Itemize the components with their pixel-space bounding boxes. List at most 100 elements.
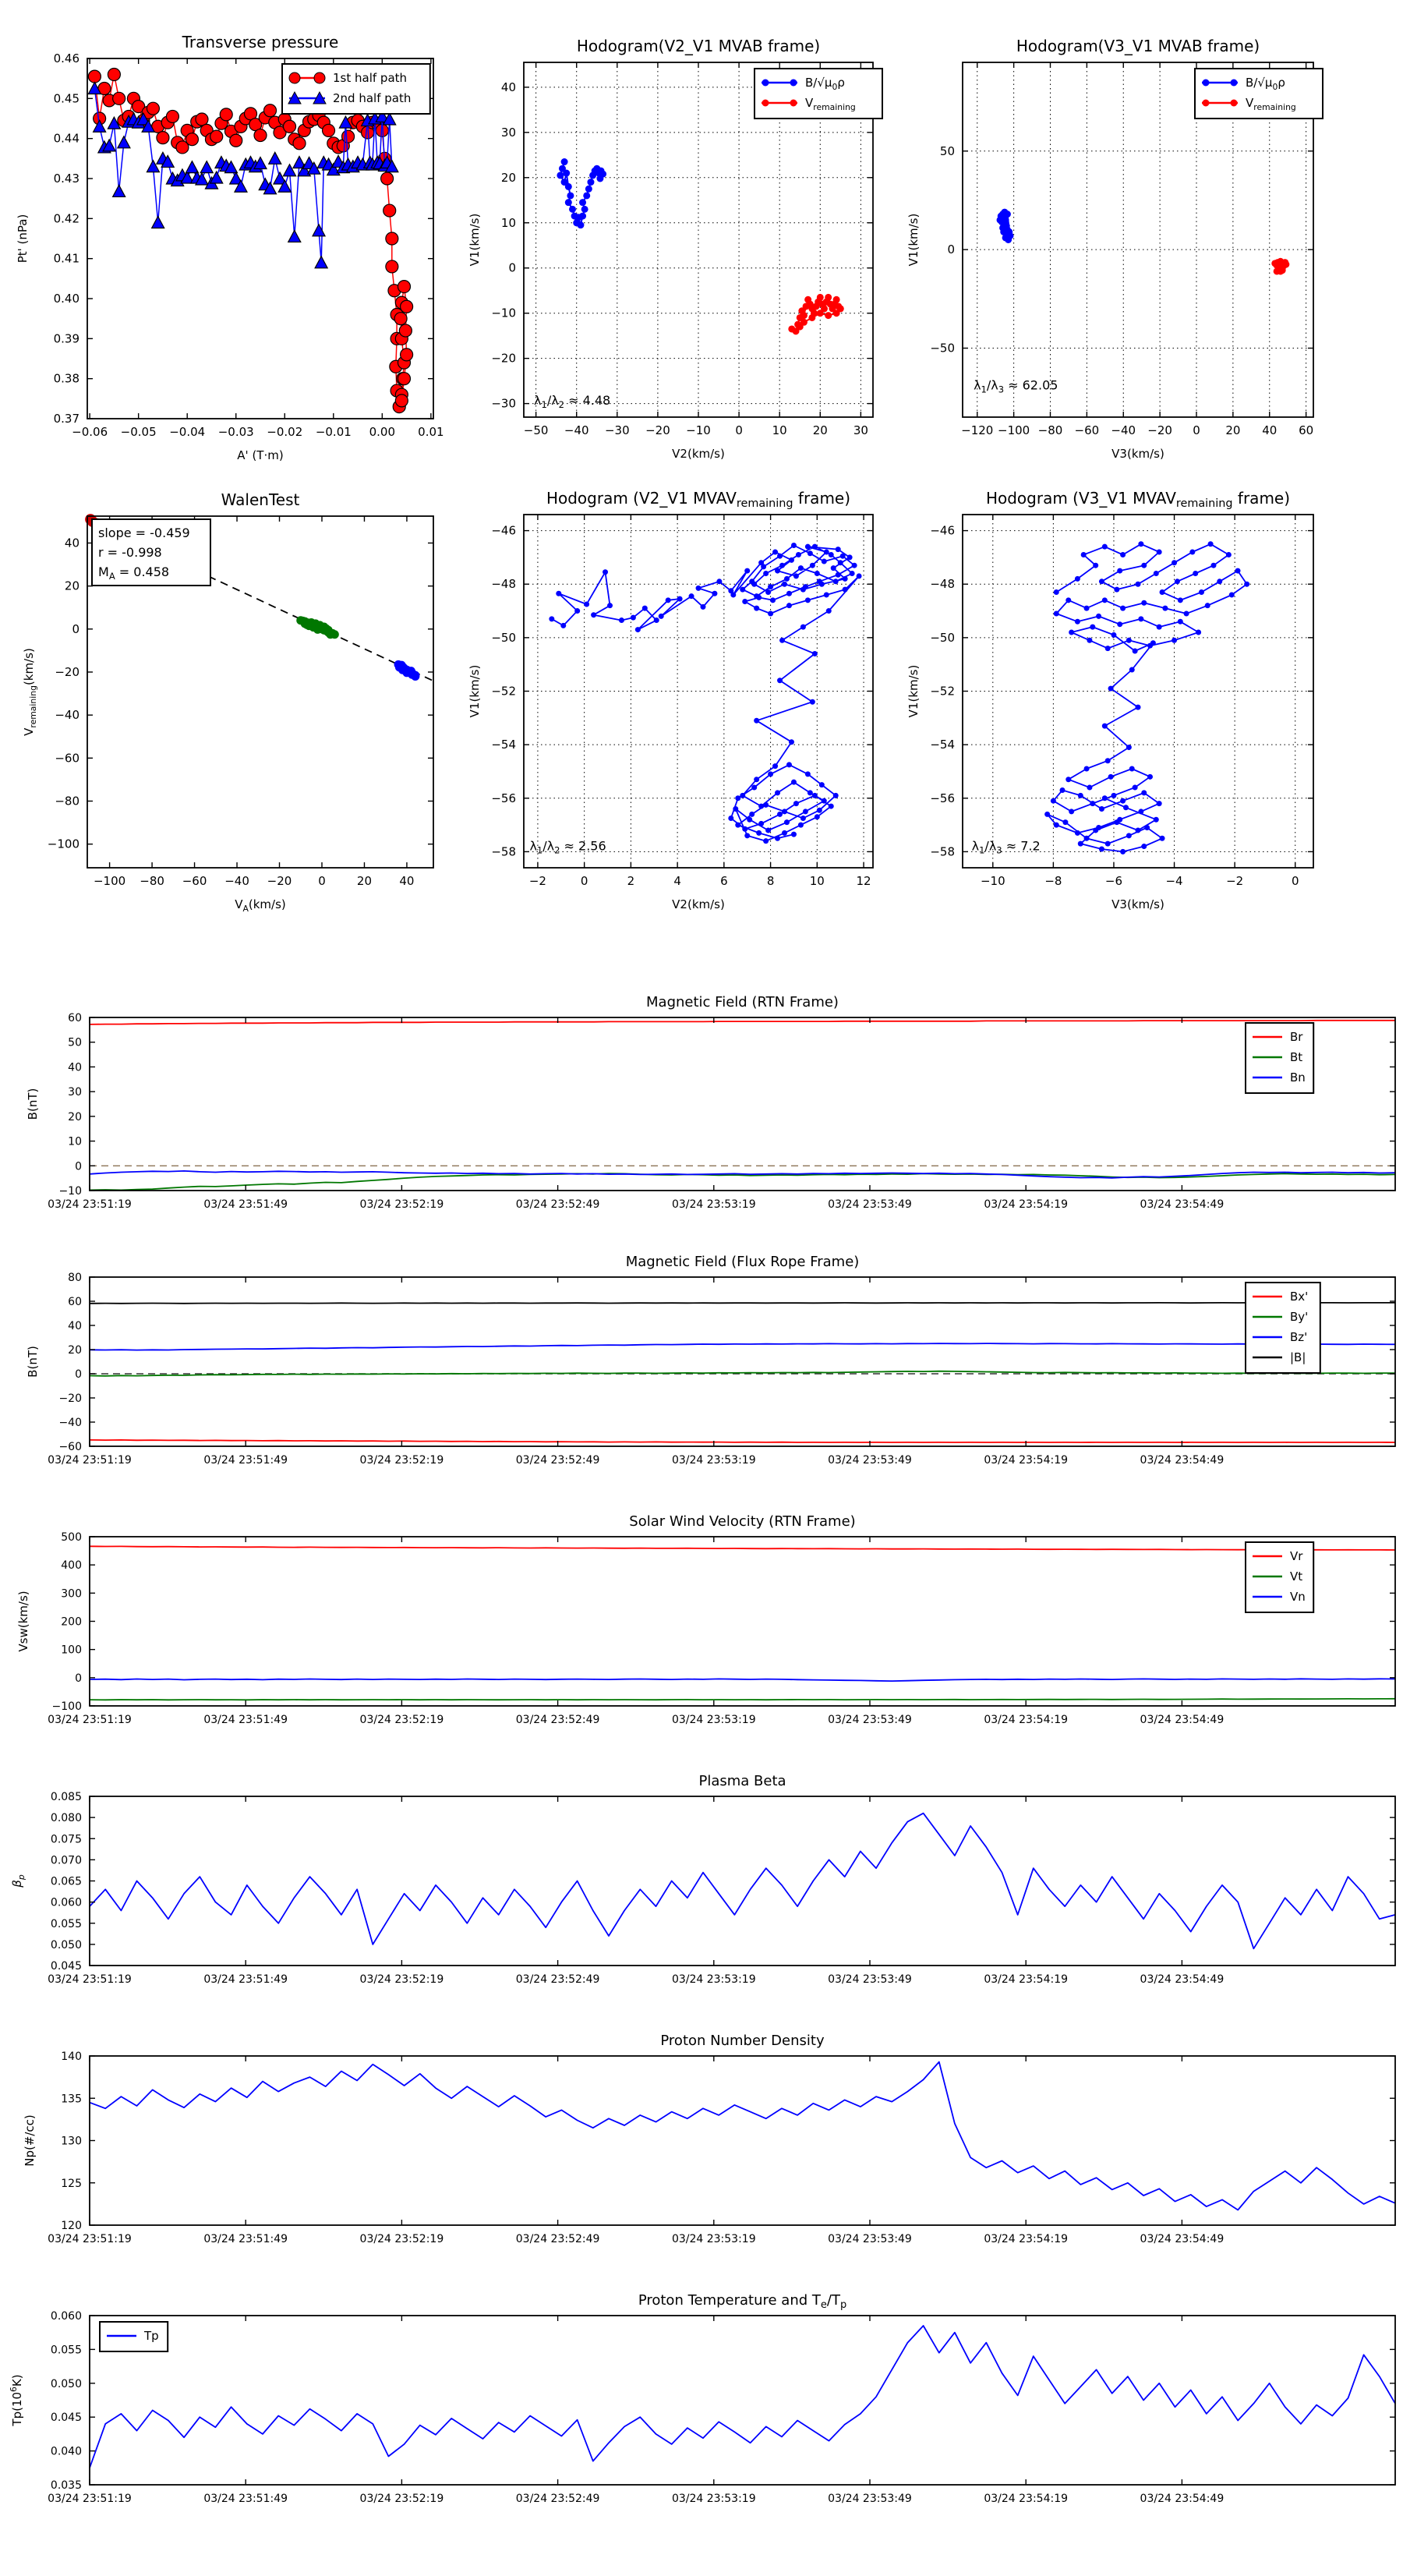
chart-walen-test-stats-line: MA = 0.458 <box>98 564 169 582</box>
chart-hodogram-v3v1-mvav-ytick-label: −50 <box>930 631 955 645</box>
chart-hodogram-v2v1-mvab-ytick-label: 40 <box>501 80 516 94</box>
chart-hodogram-v3v1-mvav-xtick-label: −6 <box>1105 874 1122 888</box>
panel-solar-wind-velocity-ytick-label: 200 <box>61 1616 82 1629</box>
chart-transverse-pressure-legend-label: 2nd half path <box>333 91 411 105</box>
panel-magnetic-field-flux-rope-xtick-label: 03/24 23:53:19 <box>672 1454 756 1467</box>
panel-magnetic-field-rtn-series-Bn <box>89 1170 1396 1179</box>
panel-magnetic-field-rtn-xtick-label: 03/24 23:54:19 <box>984 1198 1068 1211</box>
panel-solar-wind-velocity: 03/24 23:51:19 03/24 23:51:49 03/24 23:52:… <box>16 1513 1396 1726</box>
chart-transverse-pressure-ytick-label: 0.37 <box>54 412 80 426</box>
chart-hodogram-v3v1-mvab-xlabel: V3(km/s) <box>1111 447 1164 461</box>
chart-hodogram-v2v1-mvab-series-V-remaining <box>788 293 844 335</box>
panel-plasma-beta-series-beta-p <box>89 1812 1396 1950</box>
chart-hodogram-v2v1-mvab-xtick-label: −30 <box>605 423 630 437</box>
panel-proton-number-density-xtick-label: 03/24 23:53:19 <box>672 2233 756 2245</box>
chart-hodogram-v3v1-mvab-legend <box>1194 68 1323 119</box>
chart-hodogram-v3v1-mvab-ytick-label: −50 <box>930 341 955 356</box>
panel-magnetic-field-flux-rope-ytick-label: −60 <box>58 1441 82 1453</box>
chart-hodogram-v3v1-mvav-ytick-label: −54 <box>930 738 955 752</box>
chart-hodogram-v3v1-mvav-ytick-label: −56 <box>930 791 955 805</box>
panel-proton-temperature-series-Tp <box>89 2325 1396 2468</box>
panel-plasma-beta-xtick-label: 03/24 23:51:49 <box>203 1973 288 1986</box>
panel-magnetic-field-flux-rope-xtick-label: 03/24 23:54:49 <box>1140 1454 1225 1467</box>
panel-magnetic-field-flux-rope-ytick-label: 80 <box>68 1272 82 1284</box>
chart-hodogram-v2v1-mvab-xtick-label: 20 <box>813 423 828 437</box>
panel-proton-number-density-ytick-label: 135 <box>61 2093 82 2105</box>
panel-magnetic-field-flux-rope-xtick-label: 03/24 23:53:49 <box>828 1454 912 1467</box>
panel-solar-wind-velocity-ylabel: Vsw(km/s) <box>16 1591 30 1651</box>
panel-plasma-beta-xtick-label: 03/24 23:53:19 <box>672 1973 756 1986</box>
panel-magnetic-field-flux-rope-legend-label: Bz' <box>1290 1330 1307 1344</box>
panel-solar-wind-velocity-series-Vt <box>89 1697 1396 1701</box>
chart-walen-test-series-walen-cluster-blue <box>394 660 420 681</box>
chart-hodogram-v2v1-mvab-xtick-label: −40 <box>564 423 589 437</box>
chart-transverse-pressure: −0.06 −0.05 −0.04 −0.03 −0.02 −0.01 0.00 0.01 0.… <box>16 33 444 462</box>
chart-hodogram-v2v1-mvab: −50 −40 −30 −20 −10 0 10 20 30 −30 −20 −10 0 10 20 30 40… <box>468 37 883 461</box>
chart-hodogram-v2v1-mvab-xtick-label: −20 <box>645 423 670 437</box>
chart-walen-test-xtick-label: 0 <box>318 874 326 888</box>
panel-plasma-beta-xtick-label: 03/24 23:52:19 <box>360 1973 444 1986</box>
panel-plasma-beta-xtick-label: 03/24 23:52:49 <box>516 1973 600 1986</box>
chart-hodogram-v3v1-mvab-xtick-label: −80 <box>1038 423 1063 437</box>
panel-magnetic-field-flux-rope-ytick-label: −40 <box>58 1417 82 1429</box>
panel-plasma-beta-ytick-label: 0.080 <box>51 1812 82 1824</box>
panel-magnetic-field-flux-rope-series-By-prime <box>89 1370 1396 1377</box>
panel-proton-number-density: 03/24 23:51:19 03/24 23:51:49 03/24 23:52:… <box>23 2033 1396 2245</box>
chart-hodogram-v3v1-mvav-title: Hodogram (V3_V1 MVAVremaining frame) <box>986 489 1290 510</box>
panel-plasma-beta-ytick-label: 0.060 <box>51 1897 82 1909</box>
chart-transverse-pressure-xtick-label: −0.02 <box>267 425 302 439</box>
chart-hodogram-v3v1-mvab-series-V-remaining <box>1271 257 1290 275</box>
chart-hodogram-v2v1-mvab-xtick-label: −50 <box>524 423 549 437</box>
chart-walen-test-xtick-label: −100 <box>94 874 125 888</box>
panel-magnetic-field-flux-rope-xtick-label: 03/24 23:54:19 <box>984 1454 1068 1467</box>
panel-magnetic-field-rtn-xtick-label: 03/24 23:54:49 <box>1140 1198 1225 1211</box>
panel-magnetic-field-flux-rope-xtick-label: 03/24 23:51:49 <box>203 1454 288 1467</box>
chart-hodogram-v3v1-mvab-xtick-label: 40 <box>1262 423 1277 437</box>
panel-proton-temperature: 03/24 23:51:19 03/24 23:51:49 03/24 23:52:… <box>9 2292 1396 2505</box>
panel-magnetic-field-rtn-ytick-label: 60 <box>68 1012 82 1024</box>
panel-magnetic-field-flux-rope-series-Bz-prime <box>89 1343 1396 1351</box>
chart-hodogram-v2v1-mvav-xtick-label: 0 <box>581 874 588 888</box>
panel-plasma-beta-ytick-label: 0.070 <box>51 1854 82 1867</box>
chart-hodogram-v3v1-mvab-xtick-label: −120 <box>961 423 993 437</box>
chart-walen-test-xtick-label: −80 <box>140 874 164 888</box>
chart-hodogram-v3v1-mvav-series-hodogram-path <box>1044 541 1250 855</box>
panel-solar-wind-velocity-xtick-label: 03/24 23:54:49 <box>1140 1714 1225 1726</box>
chart-hodogram-v2v1-mvav-ylabel: V1(km/s) <box>468 665 482 718</box>
chart-hodogram-v2v1-mvav-title: Hodogram (V2_V1 MVAVremaining frame) <box>546 489 850 510</box>
panel-proton-number-density-xtick-label: 03/24 23:54:49 <box>1140 2233 1225 2245</box>
panel-magnetic-field-rtn-xtick-label: 03/24 23:52:19 <box>360 1198 444 1211</box>
chart-walen-test-ytick-label: −100 <box>48 837 80 851</box>
panel-proton-temperature-xtick-label: 03/24 23:54:49 <box>1140 2493 1225 2505</box>
panel-solar-wind-velocity-ytick-label: 500 <box>61 1531 82 1544</box>
chart-hodogram-v2v1-mvav-ytick-label: −54 <box>491 738 516 752</box>
panel-solar-wind-velocity-title: Solar Wind Velocity (RTN Frame) <box>629 1513 855 1530</box>
panel-solar-wind-velocity-xtick-label: 03/24 23:51:49 <box>203 1714 288 1726</box>
chart-hodogram-v3v1-mvav-ytick-label: −52 <box>930 685 955 699</box>
chart-hodogram-v3v1-mvab-xtick-label: −60 <box>1075 423 1100 437</box>
chart-transverse-pressure-ytick-label: 0.44 <box>54 132 80 146</box>
panel-proton-number-density-xtick-label: 03/24 23:52:19 <box>360 2233 444 2245</box>
panel-magnetic-field-rtn-series-Bt <box>89 1173 1396 1191</box>
chart-hodogram-v2v1-mvab-title: Hodogram(V2_V1 MVAB frame) <box>577 37 820 55</box>
panel-magnetic-field-rtn-ytick-label: 0 <box>75 1160 82 1173</box>
panel-solar-wind-velocity-xtick-label: 03/24 23:51:19 <box>48 1714 132 1726</box>
panel-proton-number-density-title: Proton Number Density <box>660 2033 825 2049</box>
chart-hodogram-v3v1-mvab-xtick-label: −20 <box>1147 423 1172 437</box>
panel-proton-temperature-title: Proton Temperature and Te/Tp <box>638 2292 846 2311</box>
chart-walen-test-stats-line: r = -0.998 <box>98 545 162 560</box>
chart-walen-test-ytick-label: −40 <box>55 708 80 722</box>
panel-plasma-beta-ylabel: βp <box>10 1874 27 1888</box>
chart-hodogram-v2v1-mvav-ytick-label: −58 <box>491 844 516 858</box>
panel-proton-temperature-ytick-label: 0.060 <box>51 2310 82 2323</box>
chart-transverse-pressure-xtick-label: −0.06 <box>72 425 108 439</box>
chart-walen-test-ytick-label: −60 <box>55 751 80 765</box>
chart-hodogram-v2v1-mvab-ytick-label: −10 <box>491 306 516 320</box>
panel-magnetic-field-flux-rope-xtick-label: 03/24 23:51:19 <box>48 1454 132 1467</box>
chart-transverse-pressure-ytick-label: 0.40 <box>54 292 80 306</box>
chart-hodogram-v3v1-mvav: −10 −8 −6 −4 −2 0 −58 −56 −54 −52 −50 −48 −46 Hodogra… <box>906 489 1314 911</box>
panel-magnetic-field-rtn-legend-label: Bn <box>1290 1070 1306 1085</box>
chart-hodogram-v3v1-mvab-ytick-label: 50 <box>940 144 955 158</box>
panel-proton-number-density-xtick-label: 03/24 23:51:49 <box>203 2233 288 2245</box>
chart-hodogram-v3v1-mvav-xlabel: V3(km/s) <box>1111 897 1164 911</box>
